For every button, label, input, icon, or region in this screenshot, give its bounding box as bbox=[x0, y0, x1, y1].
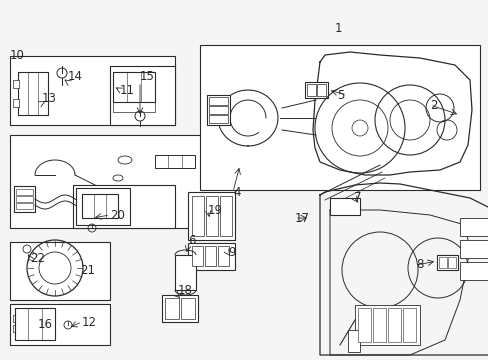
Bar bbox=[16, 189, 33, 195]
Text: 14: 14 bbox=[68, 69, 83, 82]
Bar bbox=[208, 106, 227, 114]
Bar bbox=[192, 196, 203, 236]
Bar bbox=[110, 66, 175, 125]
Text: 7: 7 bbox=[353, 190, 361, 203]
Bar bbox=[113, 72, 155, 102]
Bar bbox=[438, 257, 446, 268]
Bar bbox=[200, 45, 479, 190]
Text: 9: 9 bbox=[227, 247, 235, 260]
Bar bbox=[181, 298, 195, 319]
Bar bbox=[162, 295, 198, 322]
Bar bbox=[76, 188, 130, 225]
Bar bbox=[357, 308, 370, 342]
Text: 1: 1 bbox=[334, 22, 342, 35]
Bar bbox=[208, 115, 227, 123]
Bar bbox=[459, 218, 487, 236]
Bar bbox=[459, 240, 487, 258]
Bar bbox=[14, 186, 35, 212]
Bar bbox=[10, 242, 110, 300]
Text: 10: 10 bbox=[10, 49, 25, 62]
Bar bbox=[16, 196, 33, 202]
Bar bbox=[16, 203, 33, 209]
Bar bbox=[220, 196, 231, 236]
Bar bbox=[13, 325, 16, 332]
Bar bbox=[447, 257, 455, 268]
Bar bbox=[192, 246, 203, 266]
Bar bbox=[10, 56, 175, 125]
Text: 17: 17 bbox=[294, 212, 309, 225]
Bar bbox=[73, 185, 175, 228]
Text: 20: 20 bbox=[110, 208, 124, 221]
Text: 12: 12 bbox=[82, 315, 97, 328]
Bar bbox=[402, 308, 415, 342]
Text: 5: 5 bbox=[336, 89, 344, 102]
Bar bbox=[10, 135, 235, 228]
Bar bbox=[13, 315, 16, 322]
Bar bbox=[316, 84, 325, 96]
Bar bbox=[347, 330, 359, 352]
Bar bbox=[459, 262, 487, 280]
Bar bbox=[15, 308, 55, 340]
Text: 8: 8 bbox=[415, 258, 423, 271]
Bar bbox=[10, 304, 110, 345]
Bar bbox=[18, 72, 48, 115]
Bar bbox=[175, 255, 196, 290]
Bar bbox=[387, 308, 400, 342]
Text: 11: 11 bbox=[120, 84, 135, 96]
Bar bbox=[206, 95, 229, 125]
Bar bbox=[306, 84, 315, 96]
Bar bbox=[354, 305, 419, 345]
Bar bbox=[218, 246, 228, 266]
Text: 2: 2 bbox=[429, 99, 437, 112]
Text: 6: 6 bbox=[187, 234, 195, 247]
Bar bbox=[205, 196, 218, 236]
Bar bbox=[187, 192, 235, 240]
Bar bbox=[208, 97, 227, 105]
Bar bbox=[187, 243, 235, 270]
Text: 15: 15 bbox=[140, 69, 155, 82]
Bar bbox=[329, 198, 359, 215]
Bar bbox=[372, 308, 385, 342]
Bar bbox=[164, 298, 179, 319]
Bar bbox=[305, 82, 327, 98]
Bar bbox=[13, 80, 19, 88]
Bar bbox=[436, 255, 457, 270]
Bar bbox=[155, 155, 195, 168]
Bar bbox=[82, 194, 118, 218]
Text: 13: 13 bbox=[42, 91, 57, 104]
Bar bbox=[204, 246, 216, 266]
Text: 21: 21 bbox=[80, 264, 95, 276]
Text: 4: 4 bbox=[232, 185, 240, 198]
Text: 19: 19 bbox=[207, 203, 223, 216]
Bar bbox=[113, 102, 155, 112]
Text: 22: 22 bbox=[30, 252, 45, 265]
Bar bbox=[13, 99, 19, 107]
Text: 16: 16 bbox=[38, 319, 53, 332]
Text: 18: 18 bbox=[178, 284, 192, 297]
